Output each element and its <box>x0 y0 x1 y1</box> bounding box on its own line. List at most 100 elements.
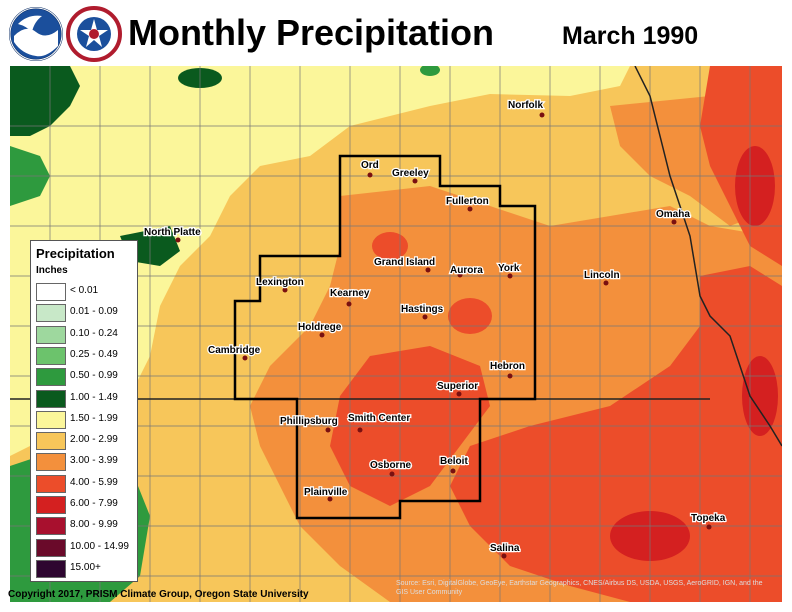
city-marker <box>671 219 677 225</box>
legend-row: 10.00 - 14.99 <box>36 538 136 557</box>
precipitation-legend: Precipitation Inches < 0.01 0.01 - 0.09 0.… <box>30 240 138 582</box>
city-marker <box>346 301 352 307</box>
noaa-logo <box>8 6 64 62</box>
city-label: Grand Island <box>374 257 435 268</box>
legend-label: 4.00 - 5.99 <box>70 476 118 488</box>
legend-row: 8.00 - 9.99 <box>36 517 136 536</box>
precip-zone-6-8-e <box>742 356 778 436</box>
legend-label: 3.00 - 3.99 <box>70 455 118 467</box>
city-marker <box>389 471 395 477</box>
city-marker <box>501 553 507 559</box>
legend-row: 1.00 - 1.49 <box>36 389 136 408</box>
city-marker <box>603 280 609 286</box>
city-marker <box>327 496 333 502</box>
basemap-sources: Source: Esri, DigitalGlobe, GeoEye, Eart… <box>396 580 763 596</box>
precip-zone-0-5-n <box>420 66 440 76</box>
city-label: North Platte <box>144 227 201 238</box>
city-marker <box>282 287 288 293</box>
nws-logo <box>66 6 122 62</box>
legend-label: 1.00 - 1.49 <box>70 391 118 403</box>
city-marker <box>450 468 456 474</box>
city-label: Omaha <box>656 209 690 220</box>
legend-row: 0.01 - 0.09 <box>36 304 136 323</box>
map-period: March 1990 <box>562 22 699 50</box>
precipitation-map: Norfolk Ord Greeley Fullerton North Plat… <box>10 66 782 602</box>
legend-swatch <box>36 325 66 344</box>
precip-zone-6-8-ne <box>735 146 775 226</box>
city-label: Kearney <box>330 288 370 299</box>
legend-row: 3.00 - 3.99 <box>36 453 136 472</box>
legend-swatch <box>36 559 66 578</box>
city-label: Smith Center <box>348 413 410 424</box>
city-label: Phillipsburg <box>280 416 338 427</box>
legend-row: 1.50 - 1.99 <box>36 410 136 429</box>
city-label: Topeka <box>691 513 726 524</box>
precip-zone-1-5 <box>10 66 630 456</box>
legend-label: 15.00+ <box>70 561 101 573</box>
city-label: Hebron <box>490 361 525 372</box>
city-label: Aurora <box>450 265 483 276</box>
legend-swatch <box>36 283 66 301</box>
city-layer: Norfolk Ord Greeley Fullerton North Plat… <box>143 99 727 559</box>
legend-units: Inches <box>36 265 68 276</box>
precip-zone-1-0-nw <box>10 66 80 136</box>
legend-label: 0.50 - 0.99 <box>70 370 118 382</box>
legend-swatch <box>36 538 66 557</box>
legend-label: 0.25 - 0.49 <box>70 348 118 360</box>
legend-swatch <box>36 346 66 365</box>
legend-swatch <box>36 453 66 472</box>
legend-swatch <box>36 389 66 408</box>
precip-zone-4-6-se <box>450 266 782 602</box>
legend-swatch <box>36 496 66 514</box>
precip-zone-4-6-gi <box>372 232 408 260</box>
legend-label: 0.10 - 0.24 <box>70 327 118 339</box>
city-marker <box>357 427 363 433</box>
city-label: Lexington <box>256 277 304 288</box>
legend-row: 15.00+ <box>36 559 136 578</box>
forecast-area-outline <box>233 154 537 520</box>
legend-label: 1.50 - 1.99 <box>70 412 118 424</box>
legend-swatch <box>36 304 66 323</box>
legend-label: < 0.01 <box>70 285 99 296</box>
city-label: Ord <box>361 160 379 171</box>
city-marker <box>456 391 462 397</box>
legend-row: 0.50 - 0.99 <box>36 368 136 387</box>
city-marker <box>319 332 325 338</box>
city-label: Superior <box>437 381 478 392</box>
city-marker <box>412 178 418 184</box>
city-marker <box>457 272 463 278</box>
city-label: Salina <box>490 543 520 554</box>
city-label: Beloit <box>440 456 468 467</box>
legend-title: Precipitation <box>36 246 115 261</box>
legend-row: 6.00 - 7.99 <box>36 496 136 514</box>
city-label: Hastings <box>401 304 444 315</box>
city-marker <box>467 206 473 212</box>
city-label: Cambridge <box>208 345 261 356</box>
legend-row: 0.25 - 0.49 <box>36 346 136 365</box>
map-title: Monthly Precipitation <box>128 12 495 53</box>
legend-swatch <box>36 474 66 493</box>
city-label: Holdrege <box>298 322 342 333</box>
city-label: Fullerton <box>446 196 489 207</box>
missouri-river <box>634 66 782 447</box>
legend-row: 0.10 - 0.24 <box>36 325 136 344</box>
legend-row: 4.00 - 5.99 <box>36 474 136 493</box>
city-label: Osborne <box>370 460 412 471</box>
city-marker <box>539 112 545 118</box>
city-label: Plainville <box>304 487 348 498</box>
city-marker <box>242 355 248 361</box>
legend-row: < 0.01 <box>36 283 136 301</box>
city-marker <box>175 237 181 243</box>
city-marker <box>422 314 428 320</box>
legend-row: 2.00 - 2.99 <box>36 432 136 451</box>
precip-zone-4-6-hastings <box>448 298 492 334</box>
legend-swatch <box>36 517 66 536</box>
legend-label: 10.00 - 14.99 <box>70 540 129 552</box>
city-marker <box>706 524 712 530</box>
precipitation-map-svg: Norfolk Ord Greeley Fullerton North Plat… <box>10 66 782 602</box>
map-header: Monthly Precipitation March 1990 <box>0 0 792 66</box>
legend-label: 8.00 - 9.99 <box>70 519 118 531</box>
city-marker <box>425 267 431 273</box>
city-marker <box>325 427 331 433</box>
city-marker <box>367 172 373 178</box>
